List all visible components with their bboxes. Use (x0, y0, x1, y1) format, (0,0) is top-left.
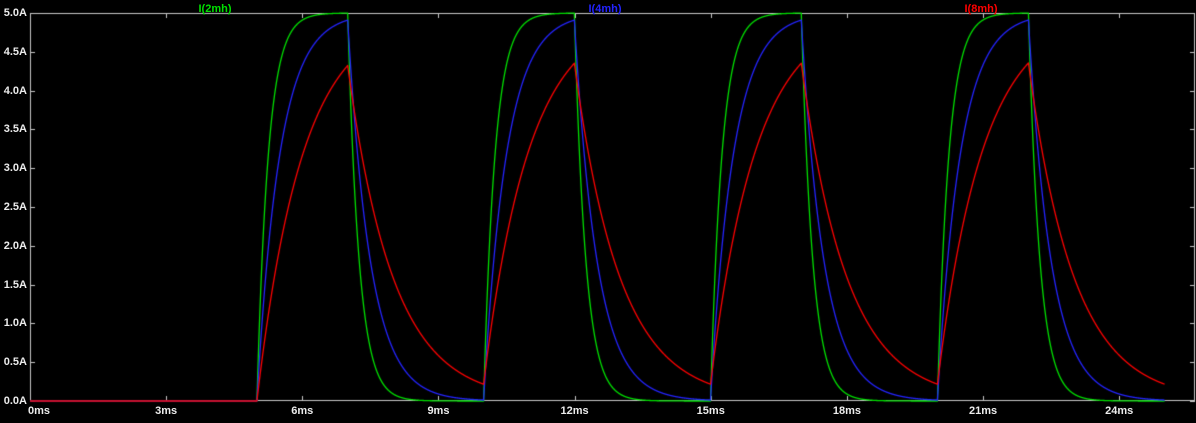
y-axis-tick-label: 3.0A (3, 162, 27, 175)
x-axis-tick-label: 24ms (1105, 405, 1134, 417)
y-axis-tick-label: 1.0A (3, 317, 27, 330)
y-axis-tick-label: 0.5A (3, 356, 27, 369)
x-axis-tick-label: 9ms (427, 405, 450, 417)
y-axis-tick-label: 1.5A (3, 278, 27, 291)
y-axis-tick-label: 2.5A (3, 201, 27, 213)
y-axis-tick-label: 4.0A (3, 84, 27, 97)
y-axis-tick-label: 2.0A (3, 239, 27, 252)
x-axis-tick-label: 15ms (696, 405, 725, 417)
y-axis-tick-label: 5.0A (3, 7, 27, 19)
x-axis-tick-label: 3ms (155, 405, 178, 417)
legend-label[interactable]: I(8mh) (964, 3, 998, 15)
x-axis-tick-label: 0ms (28, 405, 51, 417)
x-axis-tick-label: 21ms (968, 405, 998, 417)
x-axis-tick-label: 6ms (291, 405, 314, 417)
legend-label[interactable]: I(4mh) (588, 3, 622, 15)
x-axis-tick-label: 18ms (832, 405, 861, 417)
y-axis-tick-label: 4.5A (3, 45, 27, 58)
legend-label[interactable]: I(2mh) (198, 3, 232, 15)
y-axis-tick-label: 0.0A (3, 395, 27, 407)
y-axis-tick-label: 3.5A (3, 123, 27, 136)
x-axis-tick-label: 12ms (560, 405, 589, 417)
